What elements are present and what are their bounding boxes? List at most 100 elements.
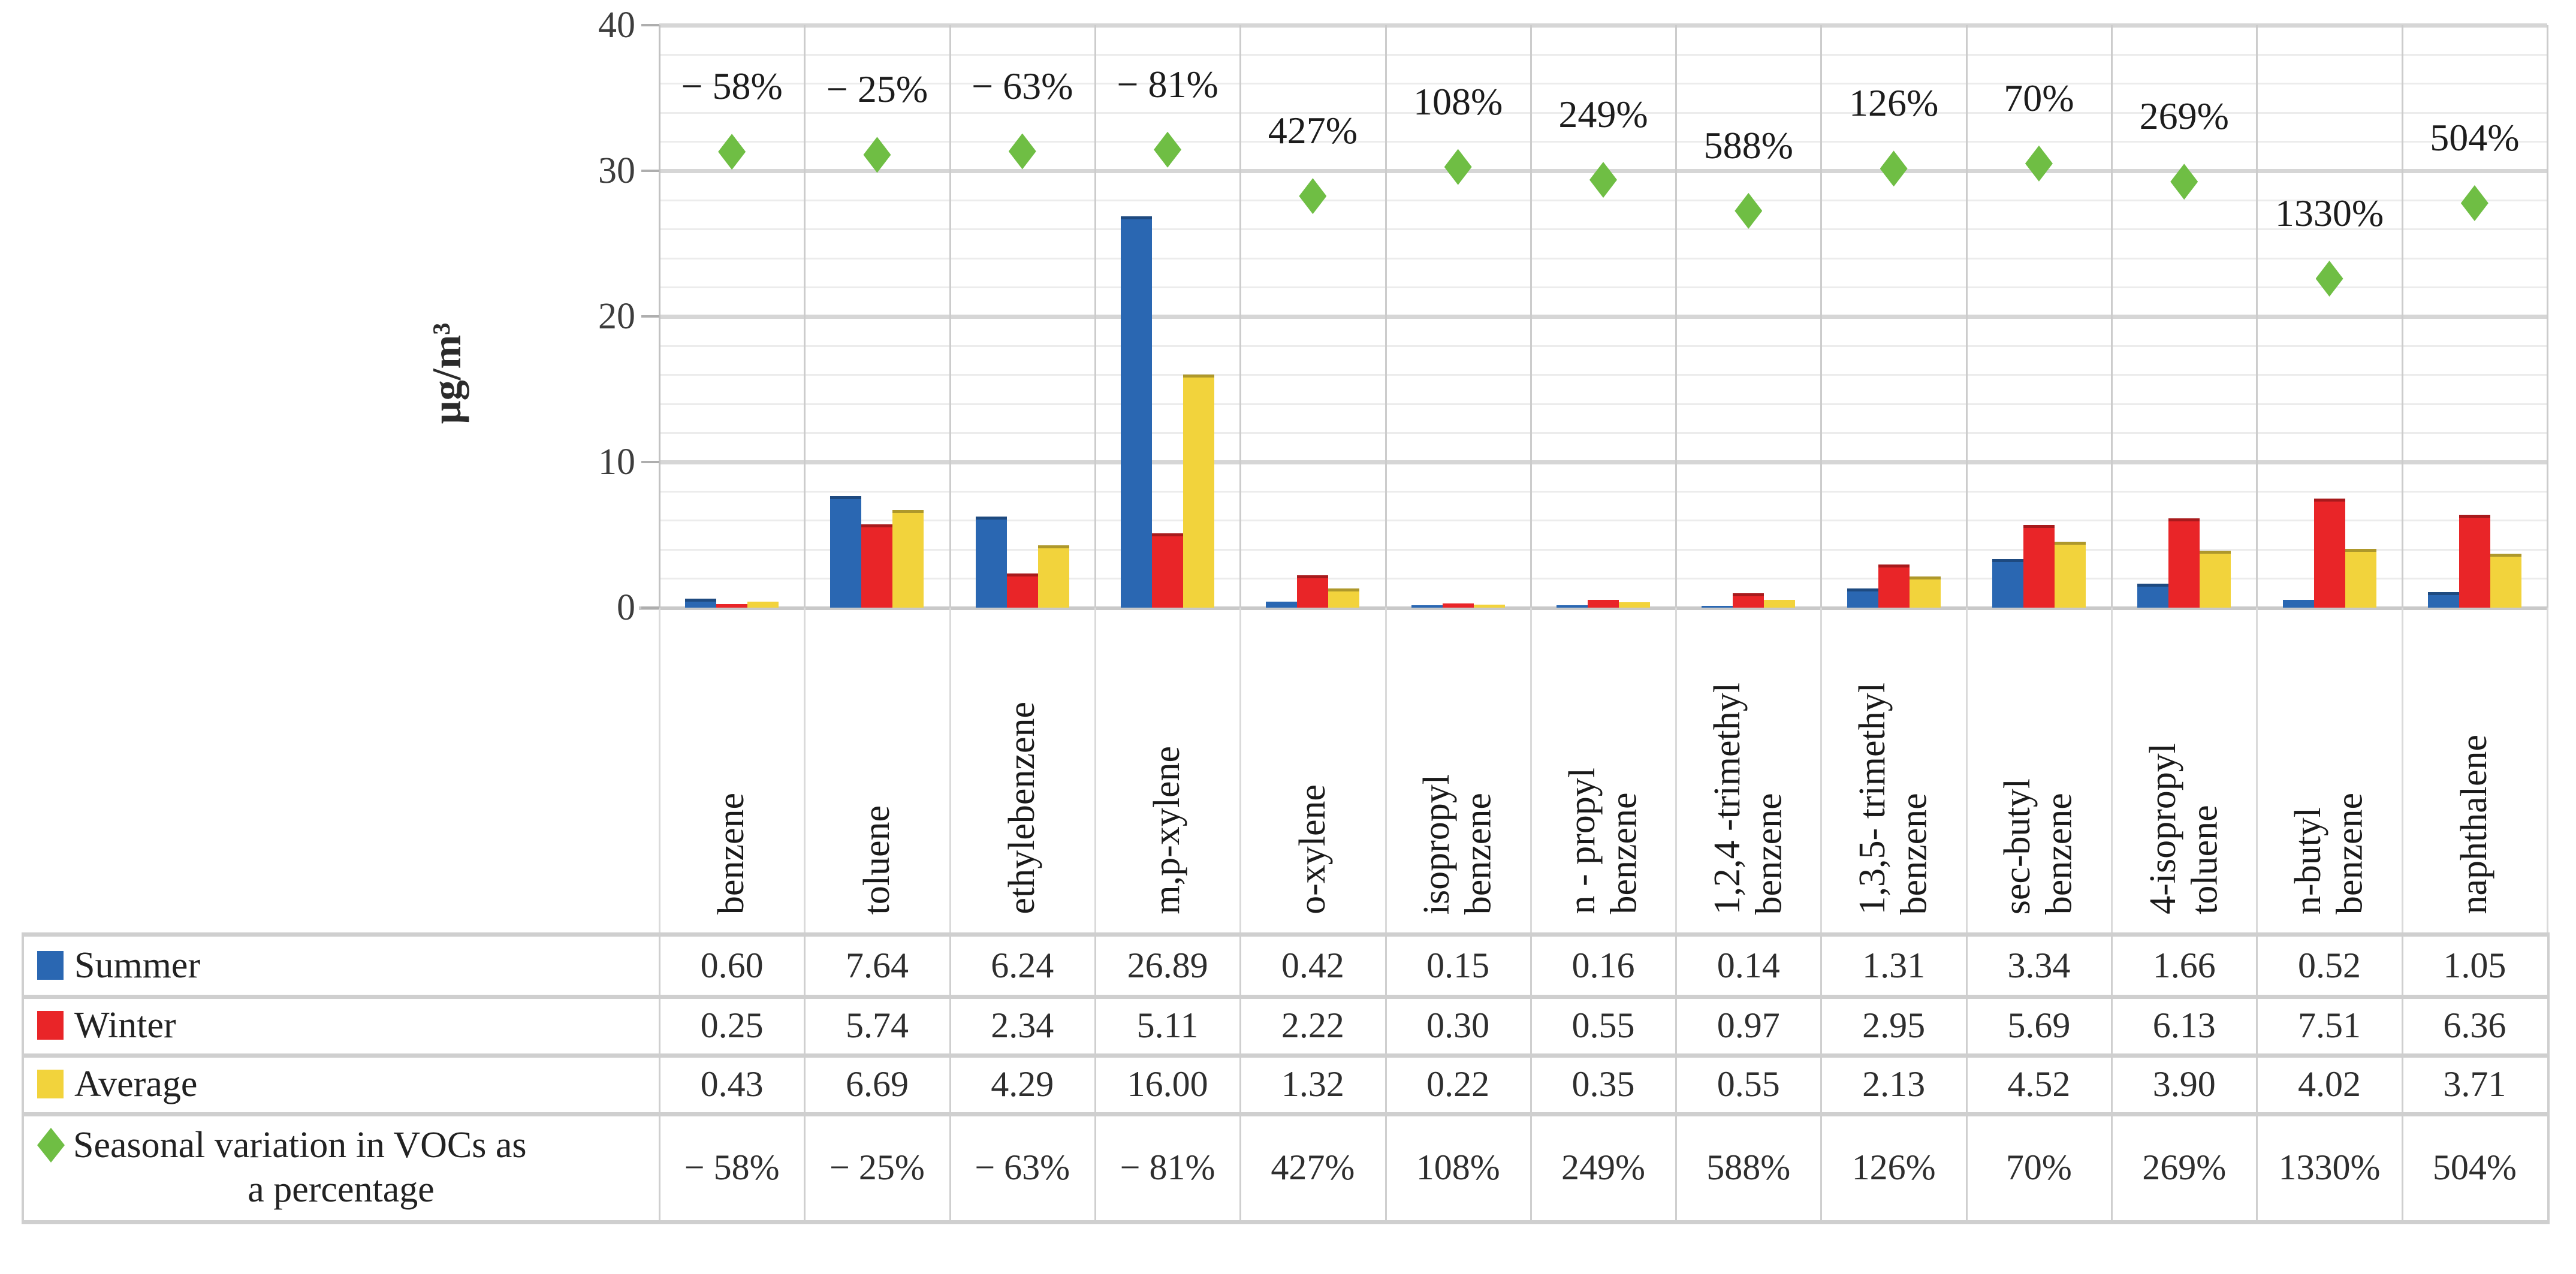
bar-winter [1442,603,1474,608]
table-border-bottom [22,1220,2549,1224]
legend-diamond-icon [37,1128,65,1163]
category-separator [1384,608,1387,932]
gridline-vertical [804,25,806,608]
category-label-cell: ethylebenzene [950,611,1095,914]
table-value-cell: 0.30 [1426,1005,1490,1045]
table-value-cell: 1.05 [2443,945,2506,985]
table-value-cell: 6.69 [845,1064,909,1104]
gridline-vertical [1820,25,1823,608]
bar-summer [830,496,862,608]
table-column-separator [1094,932,1096,1220]
gridline-minor [659,403,2547,405]
bar-summer [2427,592,2459,608]
category-separator [2547,608,2548,932]
table-value-cell: 0.22 [1426,1064,1490,1104]
bar-summer [2137,583,2169,608]
bar-summer [1992,558,2023,608]
table-value-cell: 0.52 [2298,945,2361,985]
gridline-vertical [1384,25,1387,608]
category-separator [1239,608,1242,932]
gridline-vertical [1094,25,1096,608]
y-tick-mark [641,606,659,609]
table-value-cell: 1.66 [2152,945,2216,985]
bar-summer [1702,605,1733,608]
bar-summer [975,517,1007,608]
table-value-cell: 70% [2005,1147,2072,1187]
category-separator [2401,608,2403,932]
table-value-cell: 0.25 [700,1005,764,1045]
bar-average [1328,588,1360,608]
bar-summer [1266,601,1298,608]
table-value-cell: 5.69 [2007,1005,2071,1045]
seasonal-variation-marker [2315,261,2343,297]
table-value-cell: − 81% [1120,1147,1215,1187]
category-separator [2256,608,2258,932]
table-border-right [2547,932,2550,1224]
table-column-separator [1384,932,1387,1220]
gridline-minor [659,83,2547,85]
gridline-minor [659,286,2547,289]
seasonal-variation-label: − 25% [826,68,928,111]
table-row-separator [22,1112,2547,1116]
y-tick-label: 0 [617,587,635,628]
bar-summer [685,599,717,608]
legend-label: Seasonal variation in VOCs as [73,1125,527,1166]
table-value-cell: 0.14 [1717,945,1780,985]
table-value-cell: 4.02 [2298,1064,2361,1104]
bar-average [1183,375,1215,608]
table-value-cell: 0.97 [1717,1005,1780,1045]
gridline-minor [659,141,2547,143]
bar-summer [2282,600,2314,608]
seasonal-variation-marker [1008,133,1036,170]
table-column-separator [659,932,660,1220]
seasonal-variation-label: 588% [1703,123,1793,167]
table-row-separator [22,995,2547,999]
table-value-cell: 3.71 [2443,1064,2506,1104]
category-label-cell: sec-butyl benzene [1966,611,2112,914]
seasonal-variation-marker [1589,162,1617,198]
gridline-minor [659,228,2547,231]
table-row-separator [22,1053,2547,1058]
bar-average [1473,604,1505,608]
bar-winter [2313,498,2345,608]
gridline-major [659,460,2547,464]
table-value-cell: 588% [1706,1147,1791,1187]
y-tick-label: 30 [598,150,635,191]
table-value-cell: 0.60 [700,945,764,985]
table-value-cell: 269% [2142,1147,2227,1187]
seasonal-variation-label: 70% [2004,76,2074,119]
category-label-cell: benzene [659,611,804,914]
table-value-cell: 108% [1416,1147,1500,1187]
category-label-cell: toluene [804,611,949,915]
bar-average [1619,602,1650,608]
legend-entry: Average [24,1062,658,1106]
category-label: m,p-xylene [1147,746,1188,914]
seasonal-variation-marker [1444,149,1472,185]
seasonal-variation-marker [718,134,746,170]
category-separator [1675,608,1678,932]
table-value-cell: − 25% [829,1147,925,1187]
legend-square-icon [37,1011,64,1040]
table-column-separator [1530,932,1532,1220]
seasonal-variation-label: 504% [2430,116,2520,159]
bar-winter [716,603,748,608]
table-value-cell: 2.13 [1862,1064,1926,1104]
bar-summer [1557,605,1588,608]
x-axis-line [639,606,2547,610]
legend-label: Winter [74,1005,176,1046]
bar-average [2054,542,2086,608]
table-column-separator [804,932,806,1220]
legend-label: Summer [74,945,201,986]
category-label: o-xylene [1292,784,1333,914]
table-column-separator [2401,932,2403,1220]
seasonal-variation-label: − 63% [972,64,1073,107]
gridline-minor [659,578,2547,580]
table-value-cell: 1330% [2278,1147,2381,1187]
category-label-cell: 4-isopropyl toluene [2112,611,2257,914]
category-separator [1530,608,1532,932]
table-value-cell: 504% [2432,1147,2517,1187]
category-label: sec-butyl benzene [1997,778,2080,914]
seasonal-variation-marker [1735,192,1763,229]
